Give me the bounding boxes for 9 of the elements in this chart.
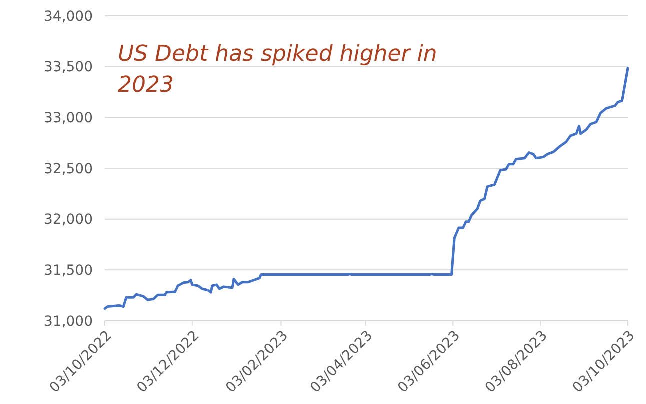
y-tick-label: 33,000 bbox=[44, 110, 93, 127]
line-series bbox=[104, 67, 630, 310]
y-tick-label: 31,500 bbox=[44, 263, 93, 280]
y-tick-label: 33,500 bbox=[44, 60, 93, 76]
y-tick-label: 34,000 bbox=[44, 8, 93, 25]
y-tick-label: 32,000 bbox=[44, 212, 93, 228]
annotation: US Debt has spiked higher in 2023 bbox=[118, 42, 438, 98]
y-tick-label: 31,000 bbox=[44, 314, 93, 330]
y-tick-label: 32,500 bbox=[44, 161, 93, 178]
